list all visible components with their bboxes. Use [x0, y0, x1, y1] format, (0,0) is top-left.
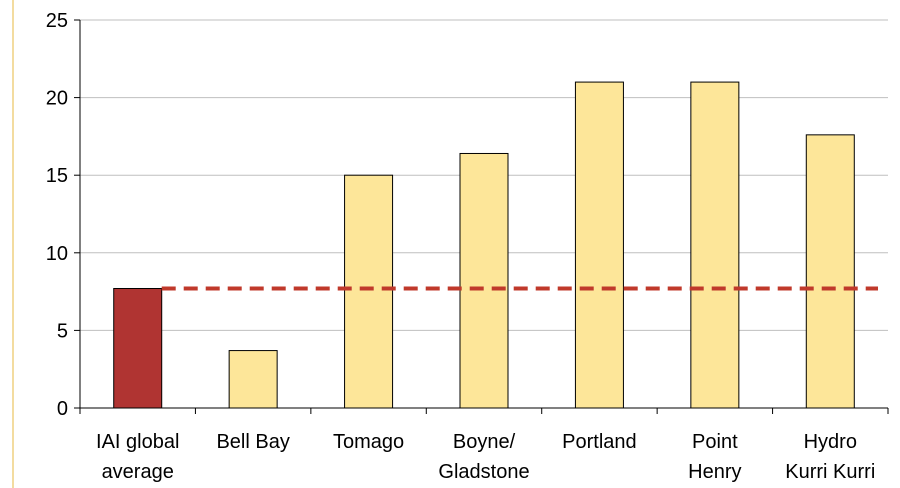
bar: [344, 174, 394, 409]
x-category-label: Tomago: [333, 431, 404, 453]
x-category-label-line: IAI global: [96, 431, 179, 453]
x-category-labels: IAI global average Bell Bay Tomago Boyne/Gla…: [96, 431, 875, 483]
x-category-label: Bell Bay: [216, 431, 289, 453]
bar: [690, 81, 740, 409]
x-category-label-line: Gladstone: [438, 461, 529, 483]
x-category-label-line: average: [102, 461, 174, 483]
y-tick-label: 15: [46, 165, 68, 187]
y-tick-label: 5: [57, 320, 68, 342]
bar: [459, 152, 509, 409]
left-accent-rule: [12, 0, 14, 488]
x-category-label-line: Portland: [562, 431, 637, 453]
bar: [228, 350, 278, 409]
x-category-label-line: Bell Bay: [216, 431, 289, 453]
bars: [113, 81, 855, 409]
x-category-label: Portland: [562, 431, 637, 453]
x-category-label-line: Hydro: [804, 431, 857, 453]
y-tick-label: 10: [46, 243, 68, 265]
y-tick-label: 20: [46, 88, 68, 110]
bar: [113, 287, 163, 409]
x-category-label-line: Kurri Kurri: [785, 461, 875, 483]
x-category-label: Hydro Kurri Kurri: [785, 431, 875, 483]
x-category-label: Point Henry: [688, 431, 741, 483]
x-category-label-line: Point: [692, 431, 738, 453]
y-tick-label: 0: [57, 398, 68, 420]
x-category-label-line: Boyne/: [453, 431, 516, 453]
x-category-label-line: Henry: [688, 461, 741, 483]
x-category-label-line: Tomago: [333, 431, 404, 453]
bar: [574, 81, 624, 409]
x-category-label: IAI global average: [96, 431, 179, 483]
y-tick-labels: 0 5 10 15 20 25: [46, 10, 68, 420]
axes: [74, 19, 889, 414]
x-category-label: Boyne/Gladstone: [438, 431, 529, 483]
y-tick-label: 25: [46, 10, 68, 32]
bar: [805, 134, 855, 409]
